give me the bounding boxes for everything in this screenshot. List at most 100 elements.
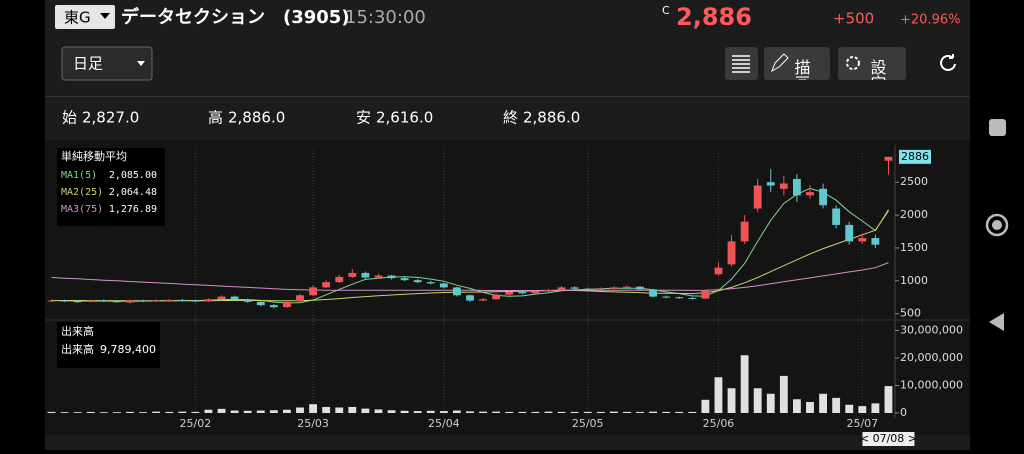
- candle-body: [335, 276, 344, 283]
- volume-bar: [793, 399, 801, 413]
- draw-button[interactable]: 描画: [764, 47, 830, 91]
- volume-legend-box: [57, 322, 160, 368]
- ohlc-label: 終: [503, 109, 518, 127]
- ma-legend-title: 単純移動平均: [61, 149, 127, 163]
- volume-bar: [126, 411, 134, 413]
- y-tick-label: 0: [900, 406, 907, 419]
- candle-body: [296, 295, 304, 302]
- candle-body: [374, 275, 383, 278]
- volume-bar: [675, 411, 684, 413]
- change-pct: +20.96%: [900, 13, 960, 28]
- volume-bar: [806, 402, 814, 413]
- candle-body: [505, 291, 514, 295]
- candle-body: [86, 300, 95, 302]
- nav-back[interactable]: [989, 313, 1004, 331]
- volume-bar: [309, 404, 317, 413]
- candle-body: [126, 300, 134, 303]
- volume-bar: [819, 393, 827, 413]
- ohlc-label: 高: [208, 109, 223, 127]
- volume-bar: [139, 412, 147, 413]
- volume-bar: [439, 411, 448, 413]
- volume-bar: [701, 399, 710, 413]
- volume-bar: [374, 409, 383, 413]
- volume-bar: [544, 411, 553, 413]
- x-tick-label: 25/05: [572, 417, 604, 430]
- volume-bar: [740, 355, 749, 413]
- volume-bar: [47, 411, 56, 413]
- ohlc-value: 2,886.0: [523, 109, 580, 127]
- volume-bar: [858, 406, 867, 413]
- candle-body: [701, 290, 710, 299]
- volume-name: 出来高: [61, 342, 94, 356]
- refresh-icon[interactable]: [940, 54, 956, 71]
- volume-bar: [531, 411, 540, 413]
- volume-bar: [269, 410, 278, 413]
- candle-body: [99, 300, 108, 302]
- candle-body: [753, 185, 762, 209]
- dropdown-arrow: [137, 61, 145, 66]
- cursor-date: < 07/08 >: [860, 432, 917, 445]
- candle-body: [309, 287, 317, 296]
- volume-bar: [583, 411, 592, 413]
- y-tick-label: 30,000,000: [900, 324, 963, 337]
- nav-home[interactable]: [985, 213, 1009, 237]
- candle-body: [439, 283, 448, 288]
- volume-bar: [60, 412, 69, 413]
- nav-home-dot: [992, 220, 1002, 230]
- volume-bar: [113, 412, 121, 413]
- volume-bar: [413, 411, 422, 413]
- volume-bar: [296, 407, 304, 413]
- candle-body: [609, 287, 618, 289]
- x-tick-label: 25/03: [297, 417, 329, 430]
- candle-body: [178, 299, 187, 301]
- exchange-select[interactable]: [55, 5, 115, 29]
- volume-bar: [596, 411, 605, 413]
- candle-body: [60, 300, 69, 302]
- gear-icon: [846, 56, 860, 70]
- x-tick-label: 25/06: [703, 417, 735, 430]
- volume-bar: [832, 397, 841, 413]
- legend-name: MA3(75): [61, 204, 103, 215]
- volume-bar: [426, 410, 435, 413]
- last-price-box: [899, 149, 931, 164]
- volume-bar: [871, 403, 880, 413]
- period-select[interactable]: [61, 46, 153, 81]
- price-prefix: C: [662, 4, 670, 17]
- volume-bar: [204, 409, 213, 413]
- candle-body: [47, 300, 56, 302]
- candle-body: [832, 208, 841, 225]
- candle-body: [819, 188, 827, 206]
- candle-body: [322, 282, 331, 288]
- candle-body: [884, 156, 893, 161]
- candle-body: [269, 305, 278, 308]
- y-tick-label: 1500: [900, 241, 928, 254]
- volume-bar: [466, 411, 474, 413]
- nav-recents[interactable]: [989, 119, 1006, 136]
- candle-body: [113, 301, 121, 303]
- candle-body: [518, 291, 527, 294]
- volume-bar: [99, 412, 108, 413]
- volume-bar: [570, 411, 579, 413]
- volume-bar: [322, 406, 331, 413]
- candle-body: [779, 183, 788, 189]
- candle-body: [152, 300, 161, 302]
- volume-bar: [453, 410, 461, 413]
- candle-body: [583, 288, 592, 290]
- candle-body: [675, 297, 684, 299]
- candle-body: [858, 238, 867, 242]
- volume-value: 9,789,400: [100, 343, 156, 356]
- last-price: 2886: [901, 150, 929, 163]
- candle-body: [544, 290, 553, 292]
- settings-label: 設定: [868, 59, 887, 91]
- legend-value: 2,085.00: [109, 170, 157, 181]
- divider: [45, 96, 970, 97]
- volume-bar: [73, 412, 82, 413]
- settings-button[interactable]: 設定: [838, 47, 906, 91]
- time: 15:30:00: [345, 7, 426, 28]
- volume-bar: [714, 377, 723, 413]
- candle-body: [400, 278, 409, 281]
- x-tick-label: 25/07: [846, 417, 878, 430]
- ohlc-label: 始: [62, 109, 77, 127]
